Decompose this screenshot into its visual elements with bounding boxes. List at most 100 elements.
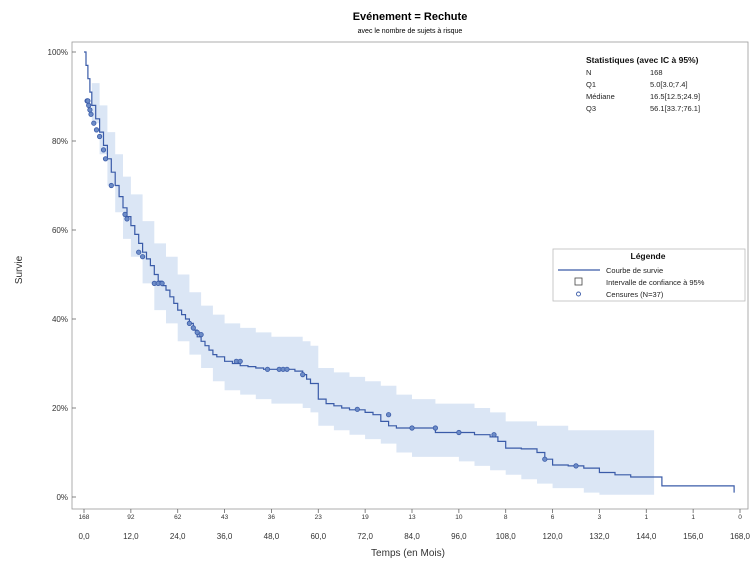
legend: Légende Courbe de survie Intervalle de c… bbox=[552, 248, 746, 302]
x-tick-label: 84,0 bbox=[404, 532, 420, 541]
y-tick-label: 20% bbox=[52, 404, 68, 413]
censor-mark bbox=[573, 463, 579, 469]
censor-mark bbox=[124, 216, 130, 222]
x-tick-label: 108,0 bbox=[496, 532, 517, 541]
censor-mark bbox=[491, 432, 497, 438]
x-axis: 0,0 12,0 24,0 36,0 48,0 60,0 72,0 84,0 96,0 108,0… bbox=[78, 509, 751, 541]
chart-subtitle: avec le nombre de sujets à risque bbox=[358, 28, 463, 35]
x-tick-label: 96,0 bbox=[451, 532, 467, 541]
at-risk-count: 13 bbox=[408, 514, 416, 521]
legend-entry-label: Censures (N=37) bbox=[606, 290, 664, 299]
statistics-box: Statistiques (avec IC à 95%) N 168 Q1 5.… bbox=[586, 55, 700, 113]
statistics-title: Statistiques (avec IC à 95%) bbox=[586, 55, 699, 65]
statistics-row: Q1 5.0[3.0;7.4] bbox=[586, 80, 688, 89]
at-risk-count: 19 bbox=[362, 514, 370, 521]
legend-entry-label: Courbe de survie bbox=[606, 266, 663, 275]
x-tick-label: 168,0 bbox=[730, 532, 751, 541]
censor-mark bbox=[542, 456, 548, 462]
at-risk-count: 92 bbox=[127, 514, 135, 521]
at-risk-count: 10 bbox=[455, 514, 463, 521]
x-tick-label: 0,0 bbox=[78, 532, 90, 541]
confidence-band-layer bbox=[84, 52, 655, 495]
at-risk-count: 6 bbox=[551, 514, 555, 521]
at-risk-count: 36 bbox=[268, 514, 276, 521]
x-tick-label: 60,0 bbox=[310, 532, 326, 541]
censor-mark bbox=[108, 182, 114, 189]
at-risk-count: 8 bbox=[504, 514, 508, 521]
censor-mark bbox=[237, 358, 243, 364]
censor-marks-layer bbox=[84, 98, 579, 469]
censor-mark bbox=[88, 111, 94, 117]
y-tick-label: 60% bbox=[52, 226, 68, 235]
censor-mark bbox=[409, 425, 415, 431]
stat-value: 5.0[3.0;7.4] bbox=[650, 80, 688, 89]
at-risk-count: 43 bbox=[221, 514, 229, 521]
censor-mark bbox=[93, 127, 100, 133]
legend-circle-symbol bbox=[576, 291, 581, 297]
legend-frame bbox=[552, 248, 746, 302]
stat-label: Q1 bbox=[586, 80, 596, 89]
censor-mark bbox=[198, 331, 204, 338]
confidence-band bbox=[84, 52, 655, 495]
at-risk-row: 168 92 62 43 36 23 19 13 10 8 6 3 1 1 0 bbox=[79, 514, 743, 521]
at-risk-count: 168 bbox=[79, 514, 90, 521]
x-tick-label: 120,0 bbox=[543, 532, 564, 541]
legend-entry-label: Intervalle de confiance à 95% bbox=[606, 278, 705, 287]
plot-frame bbox=[71, 41, 749, 510]
censor-mark bbox=[194, 329, 200, 335]
censor-mark bbox=[385, 412, 392, 418]
censor-mark bbox=[102, 156, 109, 162]
censor-mark bbox=[456, 429, 462, 436]
x-tick-label: 36,0 bbox=[217, 532, 233, 541]
legend-title: Légende bbox=[631, 251, 666, 261]
censor-mark bbox=[122, 211, 128, 217]
stat-value: 16.5[12.5;24.9] bbox=[650, 92, 700, 101]
y-tick-label: 80% bbox=[52, 137, 68, 146]
censor-mark bbox=[264, 366, 271, 372]
x-tick-label: 132,0 bbox=[589, 532, 610, 541]
stat-label: N bbox=[586, 68, 591, 77]
x-tick-label: 12,0 bbox=[123, 532, 139, 541]
censor-mark bbox=[190, 325, 196, 331]
censor-mark bbox=[432, 425, 438, 431]
chart-title: Evénement = Rechute bbox=[353, 11, 468, 23]
y-tick-label: 100% bbox=[48, 48, 68, 57]
x-tick-label: 72,0 bbox=[357, 532, 373, 541]
stat-label: Q3 bbox=[586, 104, 596, 113]
censor-mark bbox=[354, 406, 360, 412]
censor-mark bbox=[87, 107, 93, 113]
censor-mark bbox=[86, 102, 92, 109]
at-risk-count: 1 bbox=[691, 514, 695, 521]
y-axis: 0% 20% 40% 60% 80% 100% bbox=[48, 48, 76, 502]
censor-mark bbox=[136, 249, 142, 255]
stat-value: 56.1[33.7;76.1] bbox=[650, 104, 700, 113]
at-risk-count: 0 bbox=[738, 514, 742, 521]
at-risk-count: 3 bbox=[598, 514, 602, 521]
censor-mark bbox=[159, 280, 165, 286]
x-tick-label: 144,0 bbox=[636, 532, 657, 541]
statistics-row: Médiane 16.5[12.5;24.9] bbox=[586, 92, 700, 101]
censor-mark bbox=[300, 371, 306, 378]
x-axis-label: Temps (en Mois) bbox=[371, 548, 445, 559]
y-tick-label: 40% bbox=[52, 315, 68, 324]
y-axis-label: Survie bbox=[14, 255, 25, 284]
y-tick-label: 0% bbox=[56, 493, 68, 502]
at-risk-count: 23 bbox=[315, 514, 323, 521]
statistics-row: N 168 bbox=[586, 68, 663, 77]
x-tick-label: 156,0 bbox=[683, 532, 704, 541]
x-tick-label: 48,0 bbox=[264, 532, 280, 541]
stat-label: Médiane bbox=[586, 92, 615, 101]
at-risk-count: 62 bbox=[174, 514, 182, 521]
x-tick-label: 24,0 bbox=[170, 532, 186, 541]
censor-mark bbox=[100, 147, 107, 153]
censor-mark bbox=[284, 366, 290, 372]
at-risk-count: 1 bbox=[644, 514, 648, 521]
statistics-row: Q3 56.1[33.7;76.1] bbox=[586, 104, 700, 113]
censor-mark bbox=[186, 320, 192, 326]
censor-mark bbox=[140, 254, 146, 260]
censor-mark bbox=[97, 133, 103, 140]
censor-mark bbox=[85, 98, 91, 104]
legend-square-symbol bbox=[574, 277, 583, 286]
stat-value: 168 bbox=[650, 68, 663, 77]
